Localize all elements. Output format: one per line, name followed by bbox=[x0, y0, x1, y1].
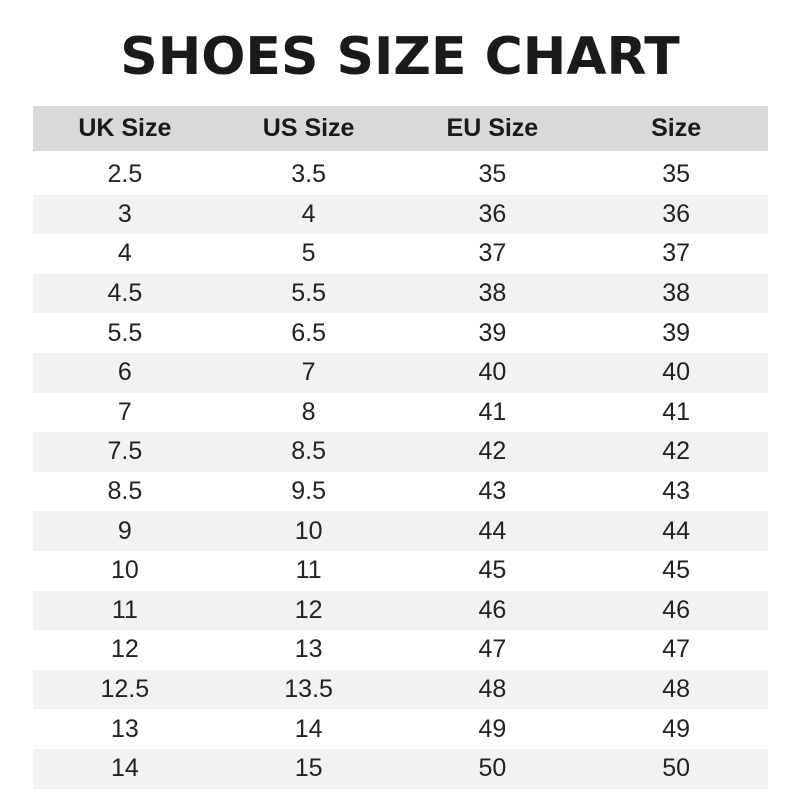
column-header: EU Size bbox=[400, 106, 585, 151]
table-cell: 3 bbox=[33, 194, 217, 235]
table-cell: 2.5 bbox=[107, 160, 143, 189]
table-row: 10 11 45 45 bbox=[33, 551, 768, 591]
table-cell: 49 bbox=[478, 714, 507, 743]
table-cell: 14 bbox=[294, 714, 323, 743]
table-cell: 37 bbox=[478, 239, 507, 268]
table-row: 3 4 36 36 bbox=[33, 194, 768, 235]
table-cell: 12 bbox=[216, 590, 401, 631]
table-cell: 9 bbox=[33, 511, 217, 551]
table-cell: 8 bbox=[301, 397, 316, 426]
table-cell: 6.5 bbox=[291, 318, 326, 347]
table-cell: 43 bbox=[662, 477, 691, 506]
table-cell: 50 bbox=[400, 748, 585, 789]
table-cell: 39 bbox=[478, 318, 507, 347]
table-row: 2.5 3.5 35 35 bbox=[33, 151, 768, 195]
column-header: Size bbox=[584, 106, 768, 151]
table-cell: 47 bbox=[662, 635, 691, 664]
table-row: 12 13 47 47 bbox=[33, 630, 768, 670]
table-row: 5.5 6.5 39 39 bbox=[33, 313, 768, 353]
header-row: UK Size US Size EU Size Size bbox=[33, 106, 768, 151]
table-row: 6 7 40 40 bbox=[33, 352, 768, 393]
table-cell: 5.5 bbox=[107, 318, 143, 347]
table-cell: 10 bbox=[216, 511, 401, 551]
table-cell: 12 bbox=[110, 635, 139, 664]
table-cell: 40 bbox=[584, 352, 768, 393]
table-cell: 13 bbox=[294, 635, 323, 664]
table-cell: 5.5 bbox=[216, 273, 401, 314]
table-cell: 46 bbox=[584, 590, 768, 631]
size-table: UK Size US Size EU Size Size 2.5 3.5 35 35 3 4 36… bbox=[33, 106, 768, 789]
table-cell: 4 bbox=[117, 239, 132, 268]
table-cell: 7.5 bbox=[33, 432, 217, 472]
table-cell: 38 bbox=[400, 273, 585, 314]
table-cell: 40 bbox=[400, 352, 585, 393]
table-row: 8.5 9.5 43 43 bbox=[33, 472, 768, 512]
table-cell: 42 bbox=[400, 432, 585, 472]
table-cell: 12.5 bbox=[33, 669, 217, 710]
table-cell: 35 bbox=[662, 160, 691, 189]
table-row: 12.5 13.5 48 48 bbox=[33, 669, 768, 710]
column-header: US Size bbox=[216, 106, 401, 151]
table-cell: 50 bbox=[584, 748, 768, 789]
table-row: 14 15 50 50 bbox=[33, 748, 768, 789]
table-cell: 42 bbox=[584, 432, 768, 472]
table-cell: 6 bbox=[33, 352, 217, 393]
table-cell: 44 bbox=[400, 511, 585, 551]
table-cell: 49 bbox=[662, 714, 691, 743]
table-cell: 48 bbox=[584, 669, 768, 710]
table-cell: 15 bbox=[216, 748, 401, 789]
table-cell: 37 bbox=[662, 239, 691, 268]
table-cell: 13 bbox=[110, 714, 139, 743]
table-row: 13 14 49 49 bbox=[33, 709, 768, 749]
chart-title: SHOES SIZE CHART bbox=[120, 27, 680, 87]
table-cell: 48 bbox=[400, 669, 585, 710]
table-cell: 14 bbox=[33, 748, 217, 789]
table-cell: 43 bbox=[478, 477, 507, 506]
table-row: 7 8 41 41 bbox=[33, 393, 768, 433]
table-cell: 35 bbox=[478, 160, 507, 189]
table-cell: 11 bbox=[295, 556, 322, 585]
table-cell: 41 bbox=[662, 397, 691, 426]
table-cell: 7 bbox=[216, 352, 401, 393]
table-cell: 11 bbox=[33, 590, 217, 631]
table-cell: 47 bbox=[478, 635, 507, 664]
table-row: 11 12 46 46 bbox=[33, 590, 768, 631]
table-cell: 5 bbox=[301, 239, 316, 268]
table-cell: 7 bbox=[117, 397, 132, 426]
table-row: 9 10 44 44 bbox=[33, 511, 768, 551]
table-cell: 44 bbox=[584, 511, 768, 551]
table-row: 4 5 37 37 bbox=[33, 234, 768, 274]
table-cell: 36 bbox=[584, 194, 768, 235]
table-cell: 10 bbox=[110, 556, 139, 585]
table-cell: 41 bbox=[478, 397, 507, 426]
table-cell: 4 bbox=[216, 194, 401, 235]
table-cell: 45 bbox=[662, 556, 691, 585]
table-cell: 9.5 bbox=[291, 477, 326, 506]
table-cell: 8.5 bbox=[216, 432, 401, 472]
table-cell: 38 bbox=[584, 273, 768, 314]
table-cell: 36 bbox=[400, 194, 585, 235]
table-cell: 45 bbox=[478, 556, 507, 585]
table-cell: 3.5 bbox=[291, 160, 326, 189]
table-row: 7.5 8.5 42 42 bbox=[33, 432, 768, 472]
table-cell: 46 bbox=[400, 590, 585, 631]
column-header: UK Size bbox=[33, 106, 217, 151]
table-cell: 8.5 bbox=[107, 477, 143, 506]
table-cell: 39 bbox=[662, 318, 691, 347]
table-row: 4.5 5.5 38 38 bbox=[33, 273, 768, 314]
table-cell: 4.5 bbox=[33, 273, 217, 314]
table-cell: 13.5 bbox=[216, 669, 401, 710]
